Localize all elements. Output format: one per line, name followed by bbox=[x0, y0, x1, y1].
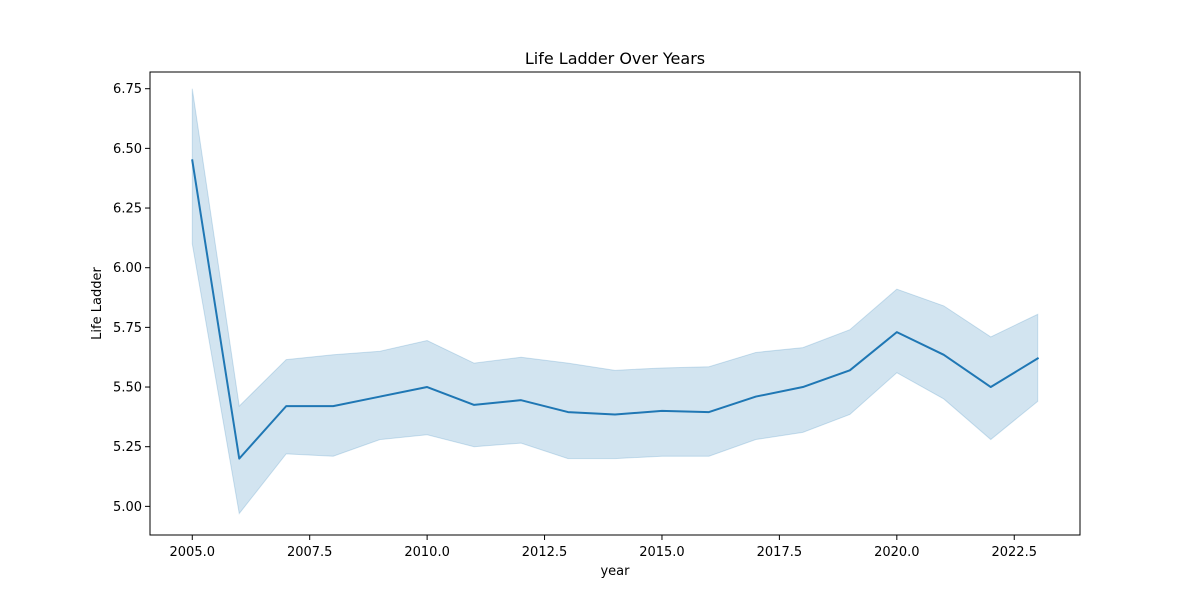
plot-frame bbox=[149, 71, 1081, 536]
series-line bbox=[191, 159, 1040, 460]
x-tick-label: 2015.0 bbox=[639, 545, 685, 560]
y-axis: 5.00 5.25 5.50 5.75 6.00 6.25 6.50 6.75 bbox=[113, 82, 150, 515]
y-tick-label: 6.50 bbox=[113, 142, 142, 157]
x-tick-label: 2007.5 bbox=[287, 545, 333, 560]
x-axis-label: year bbox=[600, 564, 630, 579]
y-tick-label: 5.25 bbox=[113, 440, 142, 455]
y-tick-label: 6.25 bbox=[113, 202, 142, 217]
x-tick-label: 2020.0 bbox=[874, 545, 920, 560]
y-tick-label: 6.00 bbox=[113, 261, 142, 276]
chart-title: Life Ladder Over Years bbox=[525, 49, 705, 68]
x-tick-label: 2010.0 bbox=[404, 545, 450, 560]
x-tick-label: 2022.5 bbox=[991, 545, 1037, 560]
y-tick-label: 5.50 bbox=[113, 381, 142, 396]
y-tick-label: 5.75 bbox=[113, 321, 142, 336]
y-axis-label: Life Ladder bbox=[90, 267, 105, 340]
x-tick-label: 2005.0 bbox=[170, 545, 216, 560]
confidence-band bbox=[191, 88, 1039, 515]
x-tick-label: 2017.5 bbox=[757, 545, 803, 560]
series-line-layer bbox=[191, 159, 1040, 460]
x-tick-label: 2012.5 bbox=[522, 545, 568, 560]
x-axis: 2005.0 2007.5 2010.0 2012.5 2015.0 2017.5 2020… bbox=[170, 535, 1037, 560]
y-tick-label: 5.00 bbox=[113, 500, 142, 515]
y-tick-label: 6.75 bbox=[113, 82, 142, 97]
confidence-band-layer bbox=[191, 88, 1039, 515]
